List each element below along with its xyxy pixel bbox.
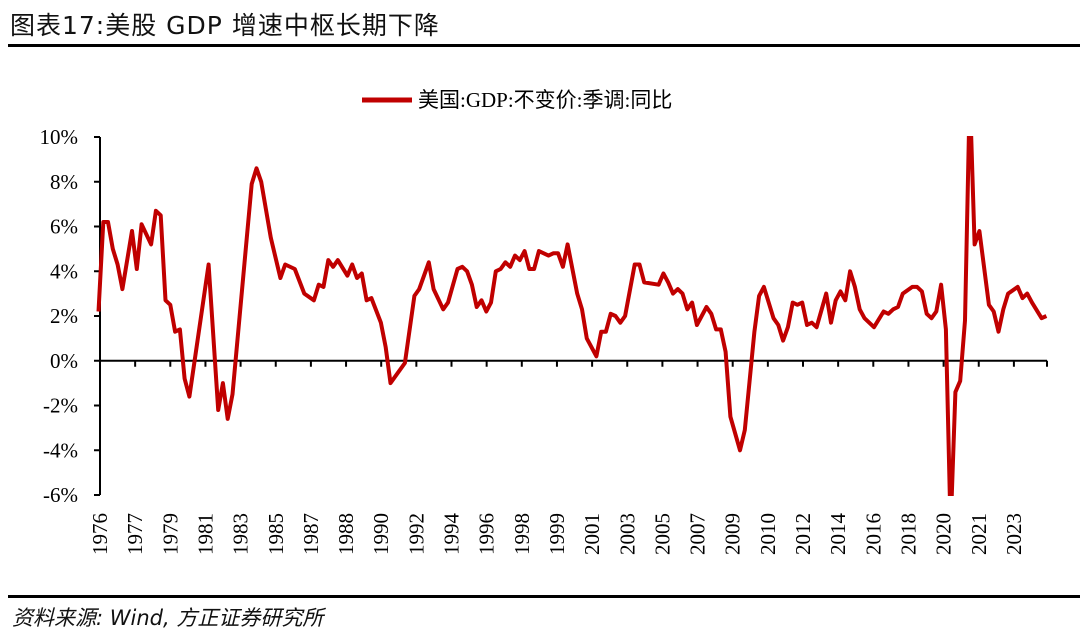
y-tick-label: -4% [43, 438, 78, 462]
x-tick-label: 2021 [967, 513, 991, 555]
x-tick-label: 1977 [123, 513, 147, 555]
title-divider [8, 44, 1080, 47]
x-tick-label: 2012 [791, 513, 815, 555]
y-tick-label: -2% [43, 394, 78, 418]
x-tick-label: 2005 [650, 513, 674, 555]
x-tick-label: 2009 [721, 513, 745, 555]
x-tick-label: 2014 [826, 513, 850, 556]
x-tick-label: 2016 [861, 513, 885, 555]
x-tick-label: 1992 [404, 513, 428, 555]
x-axis: 1976 1977 1979 1981 1983 1985 1987 1988 1990 1992… [88, 359, 1048, 556]
x-tick-label: 2003 [615, 513, 639, 555]
x-tick-label: 1996 [475, 513, 499, 555]
x-tick-label: 2007 [686, 513, 710, 555]
source-note: 资料来源: Wind, 方正证券研究所 [12, 606, 324, 630]
x-tick-label: 2018 [896, 513, 920, 555]
y-tick-label: 10% [40, 125, 79, 149]
x-tick-label: 1983 [229, 513, 253, 555]
y-tick-label: 2% [50, 304, 78, 328]
x-tick-label: 1999 [545, 513, 569, 555]
source-divider [8, 595, 1080, 598]
y-axis: 10% 8% 6% 4% 2% 0% -2% -4% -6% [40, 125, 101, 507]
x-tick-label: 2010 [756, 513, 780, 555]
x-tick-label: 2001 [580, 513, 604, 555]
legend: 美国:GDP:不变价:季调:同比 [362, 88, 672, 112]
x-tick-label: 1981 [193, 513, 217, 555]
x-tick-label: 1988 [334, 513, 358, 555]
y-tick-label: 8% [50, 170, 78, 194]
x-tick-label: 2020 [932, 513, 956, 555]
y-tick-label: -6% [43, 483, 78, 507]
y-tick-label: 6% [50, 215, 78, 239]
x-tick-label: 1998 [510, 513, 534, 555]
y-tick-label: 0% [50, 349, 78, 373]
x-tick-label: 1976 [88, 513, 112, 555]
series-line-us-gdp-yoy [96, 136, 1048, 496]
x-tick-label: 1985 [264, 513, 288, 555]
x-tick-label: 2023 [1002, 513, 1026, 555]
y-tick-label: 4% [50, 259, 78, 283]
figure-title: 图表17:美股 GDP 增速中枢长期下降 [10, 11, 440, 40]
x-tick-label: 1994 [440, 513, 464, 556]
legend-label: 美国:GDP:不变价:季调:同比 [418, 88, 672, 112]
x-tick-label: 1990 [369, 513, 393, 555]
x-tick-label: 1987 [299, 513, 323, 555]
x-tick-label: 1979 [158, 513, 182, 555]
